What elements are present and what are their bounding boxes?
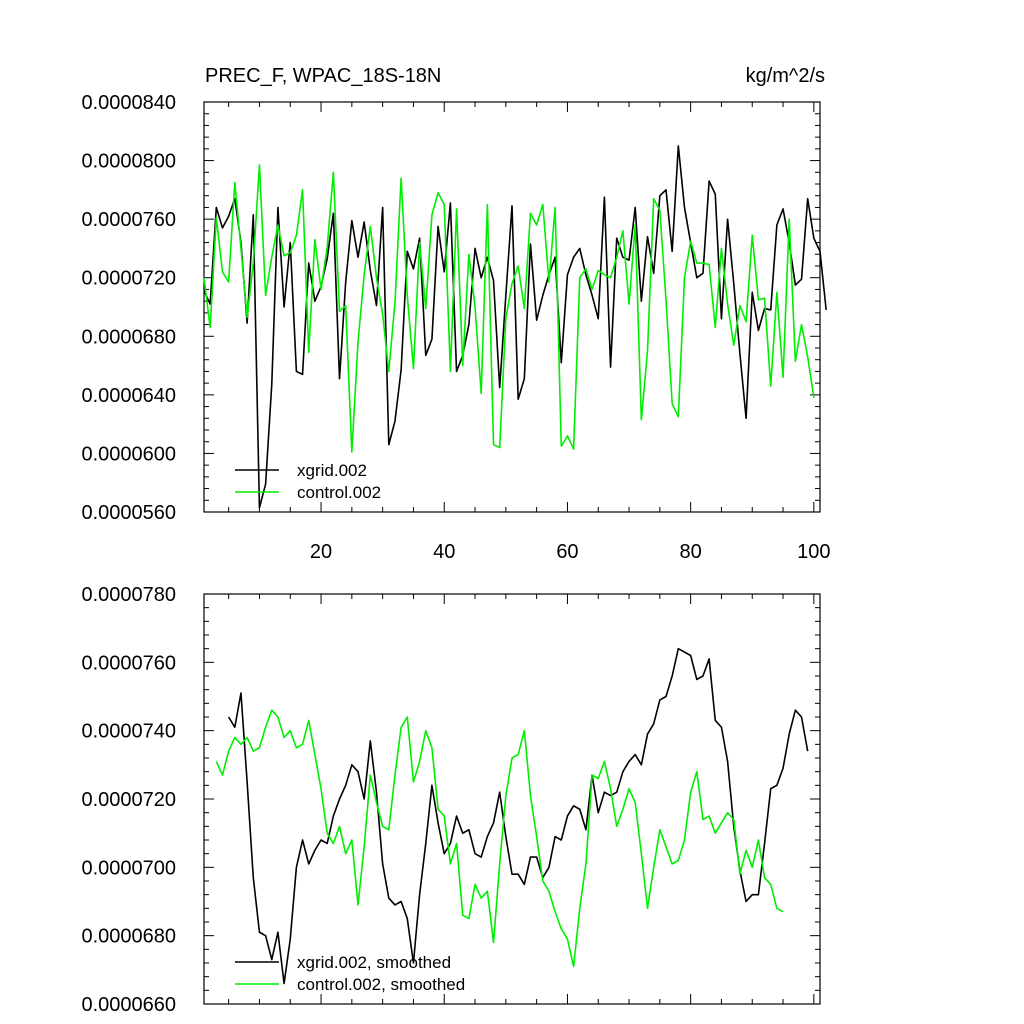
units-label: kg/m^2/s xyxy=(746,65,825,87)
x-tick-label: 100 xyxy=(797,541,830,563)
y-tick-label: 0.0000660 xyxy=(81,994,176,1016)
y-tick-label: 0.0000720 xyxy=(81,268,176,290)
x-tick-label: 60 xyxy=(556,541,578,563)
chart-title: PREC_F, WPAC_18S-18N xyxy=(205,65,441,87)
legend-label: control.002, smoothed xyxy=(297,975,465,994)
legend-label: xgrid.002, smoothed xyxy=(297,953,451,972)
y-tick-label: 0.0000720 xyxy=(81,789,176,811)
series-line-xgrid xyxy=(227,647,809,985)
top-chart-panel: PREC_F, WPAC_18S-18N kg/m^2/s 0.0000560 0… xyxy=(81,65,830,563)
y-tick-label: 0.0000800 xyxy=(81,151,176,173)
y-tick-label: 0.0000560 xyxy=(81,502,176,524)
y-tick-label: 0.0000760 xyxy=(81,209,176,231)
y-tick-label: 0.0000600 xyxy=(81,443,176,465)
y-tick-label: 0.0000680 xyxy=(81,326,176,348)
y-tick-label: 0.0000760 xyxy=(81,652,176,674)
x-tick-label: 40 xyxy=(433,541,455,563)
plot-frame xyxy=(203,593,821,1005)
y-tick-label: 0.0000780 xyxy=(81,584,176,606)
plot-frame xyxy=(203,101,821,513)
bottom-chart-panel: 0.0000660 0.0000680 0.0000700 0.0000720 0.00… xyxy=(81,584,821,1016)
series-line-control xyxy=(215,709,784,968)
legend-label: control.002 xyxy=(297,483,381,502)
x-tick-label: 20 xyxy=(310,541,332,563)
x-tick-label: 80 xyxy=(680,541,702,563)
series-line-control xyxy=(203,164,815,453)
series-line-xgrid xyxy=(203,145,827,509)
y-tick-label: 0.0000700 xyxy=(81,857,176,879)
legend-label: xgrid.002 xyxy=(297,461,367,480)
y-tick-label: 0.0000640 xyxy=(81,385,176,407)
y-tick-label: 0.0000680 xyxy=(81,926,176,948)
y-tick-label: 0.0000740 xyxy=(81,721,176,743)
y-tick-label: 0.0000840 xyxy=(81,92,176,114)
